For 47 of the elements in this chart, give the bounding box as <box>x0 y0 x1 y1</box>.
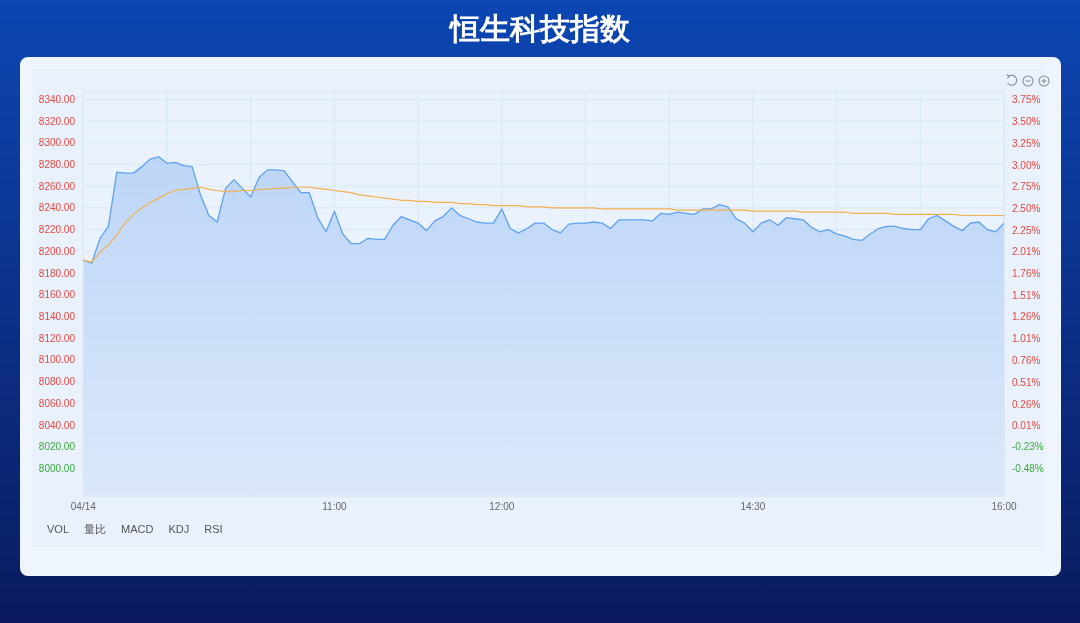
y2-tick-label: -0.23% <box>1012 441 1044 453</box>
y-tick-label: 8180.00 <box>38 267 75 279</box>
y-tick-label: 8160.00 <box>38 289 75 301</box>
y2-tick-label: 2.25% <box>1012 225 1041 236</box>
y-tick-label: 8200.00 <box>38 245 75 257</box>
x-tick-label: 14:30 <box>740 501 766 512</box>
y-tick-label: 8280.00 <box>38 158 75 170</box>
y2-tick-label: 2.50% <box>1012 203 1041 215</box>
y2-tick-label: 0.01% <box>1012 420 1041 432</box>
y2-tick-label: 3.75% <box>1012 94 1041 106</box>
y-tick-label: 8020.00 <box>38 441 75 453</box>
y2-tick-label: 1.26% <box>1012 311 1041 323</box>
y2-tick-label: 3.00% <box>1012 159 1041 171</box>
y2-tick-label: 1.51% <box>1012 289 1041 301</box>
annotation: 量比 <box>84 523 106 535</box>
annotation: MACD <box>121 523 154 535</box>
y-tick-label: 8320.00 <box>38 115 75 127</box>
y-tick-label: 8140.00 <box>38 310 75 322</box>
title: 恒生科技指数 <box>450 12 630 45</box>
y2-tick-label: 0.26% <box>1012 398 1041 410</box>
y-tick-label: 8100.00 <box>38 354 75 366</box>
y-tick-label: 8300.00 <box>38 137 75 149</box>
y2-tick-label: 3.25% <box>1012 137 1041 149</box>
y2-tick-label: 0.51% <box>1012 376 1041 388</box>
y2-tick-label: 2.01% <box>1012 245 1041 257</box>
y2-tick-label: 1.76% <box>1012 267 1041 279</box>
y2-tick-label: 2.75% <box>1012 181 1041 193</box>
y-tick-label: 8080.00 <box>38 376 75 388</box>
annotation: RSI <box>204 523 223 535</box>
x-tick-label: 16:00 <box>991 501 1017 512</box>
x-tick-label: 04/14 <box>70 501 96 512</box>
y2-tick-label: 0.76% <box>1012 355 1041 367</box>
y2-tick-label: -0.48% <box>1012 463 1044 475</box>
y-tick-label: 8120.00 <box>38 332 75 344</box>
y2-tick-label: 3.50% <box>1012 115 1041 127</box>
y-tick-label: 8260.00 <box>38 180 75 192</box>
y-tick-label: 8240.00 <box>38 202 75 214</box>
y-tick-label: 8340.00 <box>38 93 75 105</box>
y-tick-label: 8040.00 <box>38 419 75 431</box>
x-tick-label: 12:00 <box>489 501 515 512</box>
y-tick-label: 8220.00 <box>38 224 75 236</box>
y2-tick-label: 1.01% <box>1012 333 1041 345</box>
y-tick-label: 8060.00 <box>38 397 75 409</box>
annotation: KDJ <box>168 523 190 535</box>
annotation: VOL <box>47 523 69 535</box>
y-tick-label: 8000.00 <box>38 462 75 474</box>
x-tick-label: 11:00 <box>322 501 347 512</box>
